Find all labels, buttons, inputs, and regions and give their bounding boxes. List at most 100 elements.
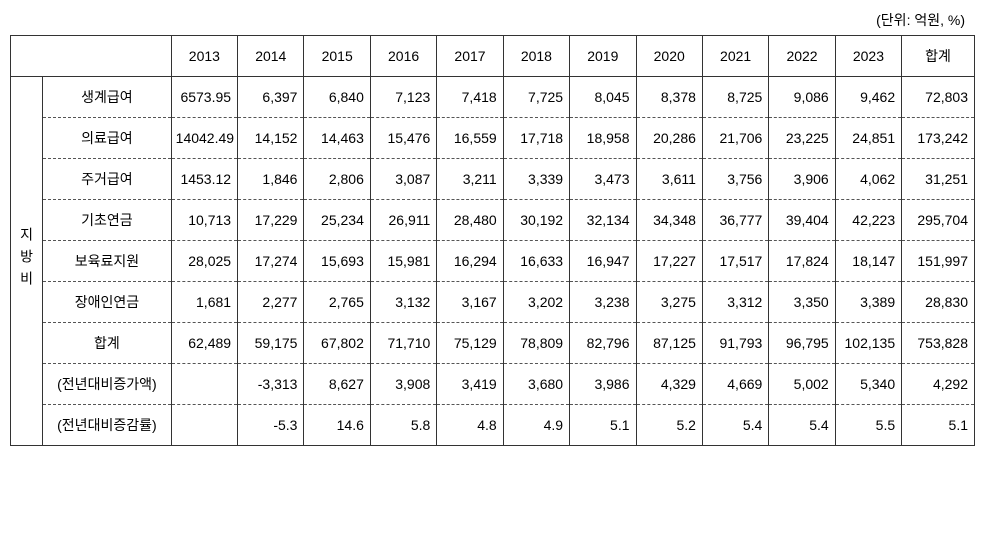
cell: 4,292 [902,364,975,405]
cell: 8,725 [702,77,768,118]
cell: 1,846 [238,159,304,200]
table-row: 장애인연금 1,681 2,277 2,765 3,132 3,167 3,20… [11,282,975,323]
cell: 7,418 [437,77,503,118]
table-row: 지방비 생계급여 6573.95 6,397 6,840 7,123 7,418… [11,77,975,118]
cell: 8,378 [636,77,702,118]
cell: 15,476 [370,118,436,159]
table-row: 기초연금 10,713 17,229 25,234 26,911 28,480 … [11,200,975,241]
cell: 10,713 [171,200,237,241]
cell: 17,274 [238,241,304,282]
cell: 5,340 [835,364,901,405]
cell: 18,147 [835,241,901,282]
cell: 5.4 [769,405,835,446]
header-sum: 합계 [902,36,975,77]
row-label: (전년대비증가액) [43,364,172,405]
cell: 1453.12 [171,159,237,200]
side-label-cell: 지방비 [11,77,43,446]
cell: 82,796 [570,323,636,364]
row-label: 장애인연금 [43,282,172,323]
cell: 2,765 [304,282,370,323]
cell: 5.1 [902,405,975,446]
cell: 3,167 [437,282,503,323]
header-2018: 2018 [503,36,569,77]
cell: 59,175 [238,323,304,364]
cell: 3,275 [636,282,702,323]
cell: 71,710 [370,323,436,364]
cell: 3,087 [370,159,436,200]
cell: 26,911 [370,200,436,241]
header-blank [11,36,172,77]
cell: 25,234 [304,200,370,241]
cell: 6,840 [304,77,370,118]
cell: 3,611 [636,159,702,200]
cell: 4.8 [437,405,503,446]
cell: 173,242 [902,118,975,159]
cell: 17,824 [769,241,835,282]
header-2013: 2013 [171,36,237,77]
cell: 102,135 [835,323,901,364]
cell: 151,997 [902,241,975,282]
cell: 5.1 [570,405,636,446]
header-2021: 2021 [702,36,768,77]
cell: 42,223 [835,200,901,241]
cell: 36,777 [702,200,768,241]
cell: 5.8 [370,405,436,446]
cell: 14,152 [238,118,304,159]
cell: 3,202 [503,282,569,323]
cell: 3,908 [370,364,436,405]
cell: 8,627 [304,364,370,405]
cell: 1,681 [171,282,237,323]
cell: 78,809 [503,323,569,364]
cell: 6573.95 [171,77,237,118]
table-row: 의료급여 14042.49 14,152 14,463 15,476 16,55… [11,118,975,159]
cell: 17,229 [238,200,304,241]
cell: 14.6 [304,405,370,446]
header-2017: 2017 [437,36,503,77]
header-2016: 2016 [370,36,436,77]
cell: 32,134 [570,200,636,241]
cell: 17,718 [503,118,569,159]
header-2015: 2015 [304,36,370,77]
cell: 5,002 [769,364,835,405]
cell: 34,348 [636,200,702,241]
row-label: 생계급여 [43,77,172,118]
cell: 7,123 [370,77,436,118]
cell: 9,462 [835,77,901,118]
row-label: 합계 [43,323,172,364]
cell: 15,693 [304,241,370,282]
cell: 72,803 [902,77,975,118]
unit-label: (단위: 억원, %) [10,10,975,30]
cell: 16,633 [503,241,569,282]
table-row: (전년대비증가액) -3,313 8,627 3,908 3,419 3,680… [11,364,975,405]
cell: 31,251 [902,159,975,200]
row-label: 기초연금 [43,200,172,241]
cell: 3,339 [503,159,569,200]
cell: 7,725 [503,77,569,118]
cell: 2,806 [304,159,370,200]
cell: 16,947 [570,241,636,282]
cell: 4.9 [503,405,569,446]
cell: 18,958 [570,118,636,159]
header-2020: 2020 [636,36,702,77]
row-label: 보육료지원 [43,241,172,282]
cell: 75,129 [437,323,503,364]
cell: 87,125 [636,323,702,364]
cell: 3,389 [835,282,901,323]
header-2019: 2019 [570,36,636,77]
cell: 3,132 [370,282,436,323]
cell: 67,802 [304,323,370,364]
table-row: 주거급여 1453.12 1,846 2,806 3,087 3,211 3,3… [11,159,975,200]
cell: 15,981 [370,241,436,282]
cell [171,364,237,405]
table-body: 지방비 생계급여 6573.95 6,397 6,840 7,123 7,418… [11,77,975,446]
cell: 28,025 [171,241,237,282]
cell: 4,062 [835,159,901,200]
cell: 62,489 [171,323,237,364]
cell: 14,463 [304,118,370,159]
cell: 30,192 [503,200,569,241]
cell: 16,559 [437,118,503,159]
cell: 5.2 [636,405,702,446]
cell: 2,277 [238,282,304,323]
cell: 3,350 [769,282,835,323]
cell: 3,312 [702,282,768,323]
